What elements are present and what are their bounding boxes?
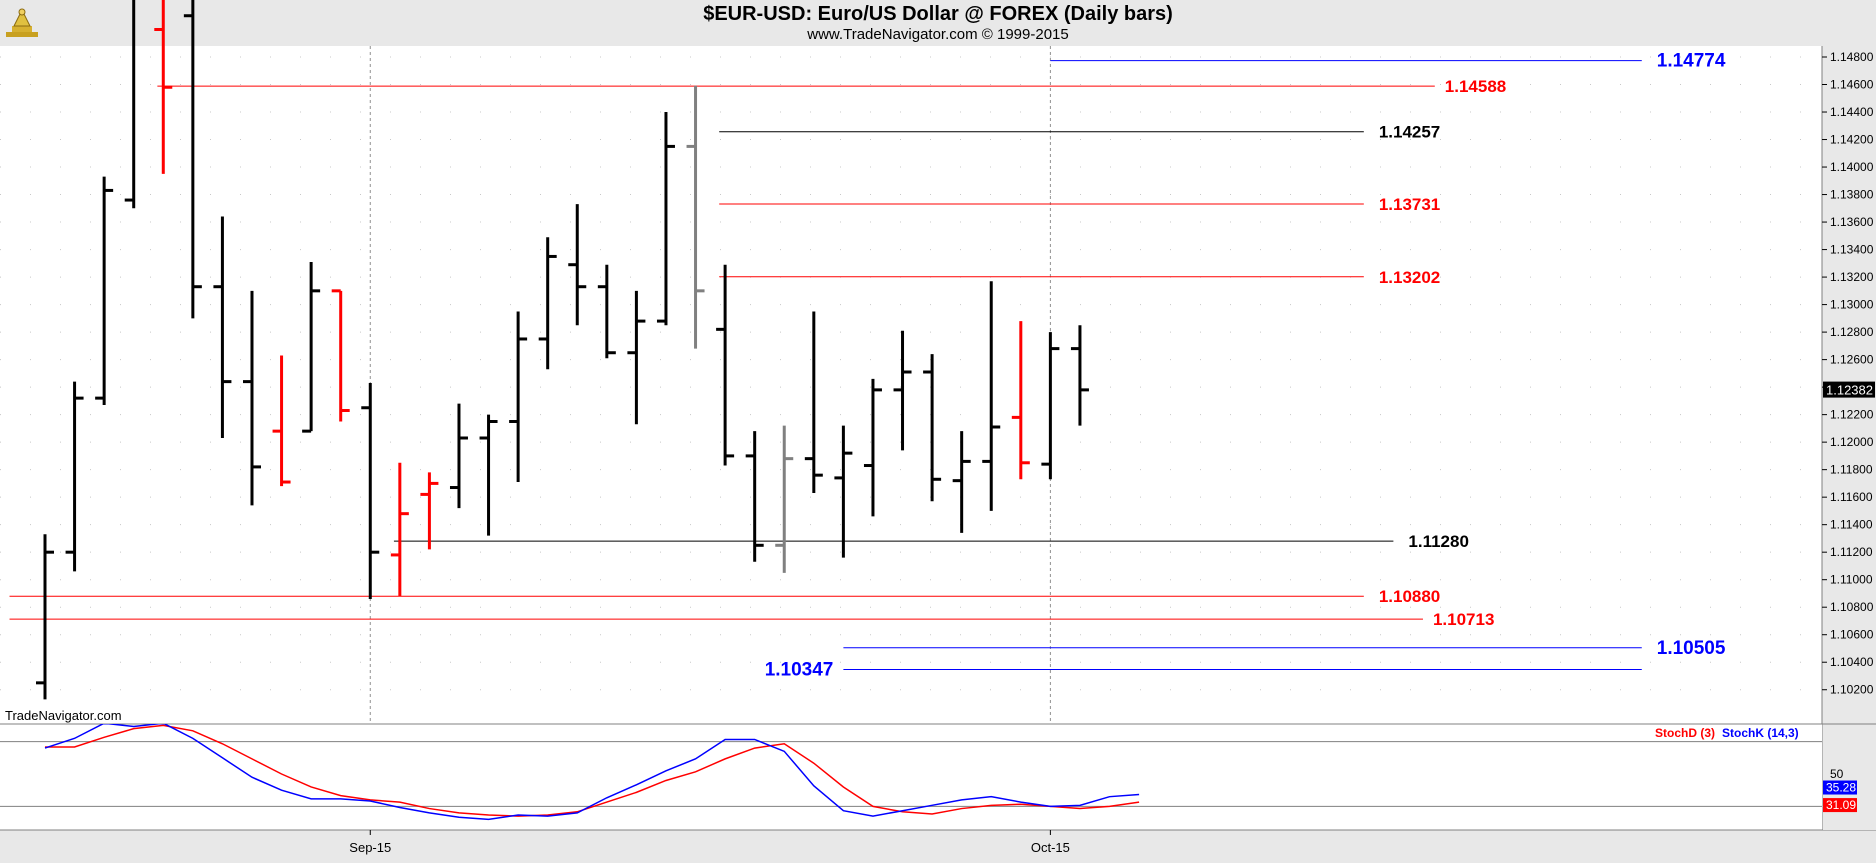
- stoch-tick-label: 50: [1830, 767, 1844, 781]
- ohlc-bar: [804, 311, 823, 494]
- ohlc-bar: [952, 431, 971, 533]
- price-tick-label: 1.11600: [1830, 490, 1873, 504]
- level-label: 1.10505: [1657, 638, 1726, 659]
- stochk-last-label: 35.28: [1826, 781, 1856, 795]
- price-tick-label: 1.11000: [1830, 573, 1873, 587]
- ohlc-bar: [242, 290, 261, 506]
- level-label: 1.13731: [1379, 195, 1440, 214]
- x-axis: Sep-15 Oct-15: [0, 830, 1876, 863]
- price-tick-label: 1.12800: [1830, 325, 1874, 339]
- ohlc-bar: [893, 330, 912, 451]
- ohlc-bar: [982, 281, 1001, 511]
- level-label: 1.11280: [1408, 532, 1469, 551]
- chart-title: $EUR-USD: Euro/US Dollar @ FOREX (Daily …: [703, 3, 1173, 25]
- ohlc-bar: [775, 425, 794, 573]
- price-tick-label: 1.14200: [1830, 133, 1874, 147]
- ohlc-bar: [479, 414, 498, 536]
- price-tick-label: 1.13400: [1830, 243, 1874, 257]
- ohlc-bar: [420, 472, 439, 550]
- last-price-label: 1.12382: [1826, 383, 1873, 398]
- price-tick-label: 1.13600: [1830, 215, 1874, 229]
- stoch-series-line: [44, 724, 1140, 821]
- ohlc-bar: [686, 85, 705, 349]
- stoch-lines: [44, 724, 1140, 821]
- price-tick-label: 1.11200: [1830, 545, 1873, 559]
- ohlc-bar: [1011, 321, 1030, 480]
- ohlc-bar: [745, 431, 764, 562]
- price-tick-label: 1.14800: [1830, 50, 1874, 64]
- price-tick-label: 1.14000: [1830, 160, 1874, 174]
- ohlc-bar: [863, 378, 882, 517]
- ohlc-bars: [36, 0, 1089, 700]
- ohlc-bar: [331, 289, 350, 422]
- level-label: 1.10880: [1379, 587, 1440, 606]
- price-tick-label: 1.10400: [1830, 655, 1874, 669]
- stochd-last-box: [1823, 798, 1857, 813]
- stoch-panel: [0, 724, 1822, 830]
- price-tick-label: 1.12200: [1830, 408, 1874, 422]
- legend-stochk: StochK (14,3): [1722, 726, 1799, 740]
- x-axis-bg: [0, 831, 1876, 863]
- chart-header: $EUR-USD: Euro/US Dollar @ FOREX (Daily …: [0, 0, 1876, 46]
- ohlc-bar: [183, 0, 202, 319]
- price-axis: 1.14800 1.14600 1.14400 1.14200 1.14000 1.138…: [1821, 46, 1876, 830]
- level-label: 1.14774: [1657, 51, 1726, 72]
- level-label: 1.14257: [1379, 123, 1440, 142]
- level-label: 1.10713: [1433, 610, 1494, 629]
- level-label: 1.13202: [1379, 268, 1440, 287]
- x-tick-label: Sep-15: [349, 840, 391, 855]
- price-tick-label: 1.14600: [1830, 78, 1874, 92]
- tradenavigator-logo-icon: [4, 4, 40, 45]
- watermark: TradeNavigator.com: [5, 708, 122, 723]
- ohlc-bar: [834, 425, 853, 558]
- ohlc-bar: [95, 176, 114, 406]
- price-tick-label: 1.11400: [1830, 518, 1873, 532]
- stoch-grid: [0, 723, 1876, 831]
- stochk-last-box: [1823, 780, 1857, 795]
- last-price-box: [1823, 381, 1875, 398]
- ohlc-bar: [361, 382, 380, 599]
- legend-stochd: StochD (3): [1655, 726, 1715, 740]
- ohlc-bar: [449, 403, 468, 509]
- price-tick-label: 1.10600: [1830, 628, 1874, 642]
- ohlc-bar: [716, 264, 735, 466]
- level-label: 1.10347: [765, 660, 834, 681]
- price-tick-label: 1.10200: [1830, 683, 1874, 697]
- ohlc-bar: [597, 264, 616, 359]
- ohlc-bar: [36, 534, 54, 700]
- ohlc-bar: [302, 261, 321, 433]
- level-lines: 1.14774 1.14588 1.14257 1.13731 1.13202 1.112…: [9, 51, 1726, 681]
- ohlc-bar: [65, 381, 84, 572]
- ohlc-bar: [390, 462, 409, 597]
- ohlc-bar: [656, 112, 675, 326]
- ohlc-bar: [627, 290, 646, 425]
- level-label: 1.14588: [1445, 77, 1506, 96]
- ohlc-bar: [154, 0, 173, 174]
- price-tick-label: 1.13800: [1830, 188, 1874, 202]
- stochd-last-label: 31.09: [1826, 798, 1856, 812]
- price-tick-label: 1.12000: [1830, 435, 1874, 449]
- price-tick-label: 1.12600: [1830, 353, 1874, 367]
- stoch-axis-bg: [1823, 725, 1876, 830]
- ohlc-bar: [538, 237, 557, 370]
- ohlc-bar: [509, 311, 528, 483]
- price-panel: [0, 46, 1822, 724]
- chart-subtitle: www.TradeNavigator.com © 1999-2015: [807, 26, 1069, 43]
- ohlc-bar: [1041, 332, 1060, 480]
- ohlc-bar: [213, 216, 232, 439]
- price-tick-label: 1.10800: [1830, 600, 1874, 614]
- price-tick-label: 1.14400: [1830, 105, 1874, 119]
- price-tick-label: 1.11800: [1830, 463, 1873, 477]
- ohlc-bar: [1070, 325, 1089, 426]
- price-tick-label: 1.13200: [1830, 270, 1874, 284]
- price-tick-label: 1.13000: [1830, 298, 1874, 312]
- stoch-series-line: [45, 724, 1140, 817]
- ohlc-bar: [124, 0, 136, 209]
- ohlc-bar: [568, 204, 587, 326]
- ohlc-bar: [272, 355, 291, 487]
- ohlc-bar: [923, 354, 942, 502]
- x-tick-label: Oct-15: [1031, 840, 1070, 855]
